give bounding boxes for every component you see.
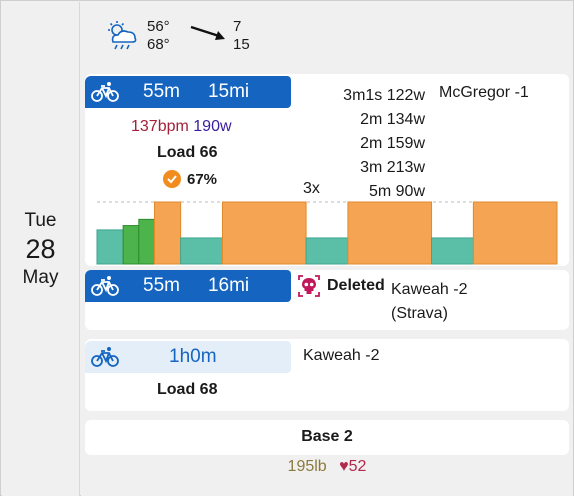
month: May	[22, 266, 59, 288]
workout-profile-chart	[96, 201, 558, 265]
planned-name[interactable]: Kaweah -2	[303, 347, 380, 364]
temp-low: 68°	[147, 36, 170, 53]
planned-load: Load 68	[157, 381, 218, 398]
interval-bar	[180, 237, 223, 265]
compliance: 67%	[163, 170, 217, 188]
activity-distance: 16mi	[207, 275, 250, 296]
heart-icon: ♥	[339, 458, 349, 475]
interval-bar	[154, 201, 182, 265]
activity-name-line: Kaweah -2	[391, 281, 468, 298]
activity-distance: 15mi	[207, 81, 250, 102]
interval-item: 2m 134w	[360, 111, 425, 128]
wind-top: 7	[233, 18, 242, 35]
interval-bar	[472, 201, 558, 265]
wellness-footer[interactable]: 195lb ♥52	[81, 458, 573, 476]
interval-item: 3m1s 122w	[343, 87, 425, 104]
interval-bar	[431, 237, 474, 265]
bike-icon	[91, 82, 119, 102]
skull-icon	[298, 275, 320, 297]
wind-arrow-icon	[190, 25, 225, 40]
temp-high: 56°	[147, 18, 170, 35]
day-of-week: Tue	[24, 209, 57, 231]
bike-icon	[91, 347, 119, 367]
deleted-label: Deleted	[327, 277, 385, 294]
interval-item: 3m 213w	[360, 159, 425, 176]
heart-rate: 137bpm	[131, 118, 189, 135]
day-number: 28	[25, 233, 56, 264]
wind-bottom: 15	[233, 36, 250, 53]
interval-list: 3m1s 122w 2m 134w 2m 159w 3m 213w 5m 90w	[315, 84, 425, 204]
interval-bar	[221, 201, 307, 265]
day-content: 56° 68° 7 15 55m 15mi	[81, 2, 573, 496]
deleted-status: Deleted	[297, 274, 385, 298]
planned-duration: 1h0m	[169, 346, 217, 367]
activity-load: Load 66	[157, 144, 218, 161]
activity-header[interactable]: 55m 15mi	[85, 76, 291, 108]
planned-workout-card[interactable]: 1h0m Kaweah -2 Load 68	[85, 339, 569, 411]
body-weight: 195lb	[287, 458, 327, 475]
interval-repeat: 3x	[303, 180, 320, 197]
planned-header[interactable]: 1h0m	[85, 341, 291, 373]
activity-source: (Strava)	[391, 305, 448, 322]
deleted-activity-card[interactable]: 55m 16mi Deleted Kaweah -2 (Strava)	[85, 270, 569, 330]
plan-label: Base 2	[301, 428, 353, 445]
check-circle-icon	[163, 170, 181, 188]
wind-speed: 7 15	[233, 18, 250, 54]
power: 190w	[193, 118, 232, 135]
activity-duration: 55m	[143, 81, 180, 102]
hr-power: 137bpm 190w	[131, 118, 232, 136]
compliance-percent: 67%	[187, 170, 218, 188]
rain-cloud-sun-icon	[108, 21, 137, 50]
day-column[interactable]: Tue 28 May	[2, 2, 80, 496]
activity-duration: 55m	[143, 275, 180, 296]
interval-bar	[96, 229, 124, 265]
interval-item: 5m 90w	[368, 183, 425, 200]
activity-card[interactable]: 55m 15mi 137bpm 190w Load 66 67% 3m1s 12…	[85, 74, 569, 266]
interval-bar	[347, 201, 433, 265]
activity-name[interactable]: Kaweah -2 (Strava)	[391, 278, 468, 326]
activity-header[interactable]: 55m 16mi	[85, 270, 291, 302]
interval-bar	[122, 225, 140, 265]
temperatures: 56° 68°	[147, 18, 170, 54]
interval-bar	[305, 237, 349, 265]
interval-bar	[138, 218, 155, 265]
interval-item: 2m 159w	[360, 135, 425, 152]
bike-icon	[91, 276, 119, 296]
plan-card[interactable]: Base 2	[85, 420, 569, 455]
workout-name[interactable]: McGregor -1	[439, 84, 529, 101]
resting-hr-value: 52	[348, 458, 367, 475]
resting-hr: ♥52	[339, 458, 366, 475]
